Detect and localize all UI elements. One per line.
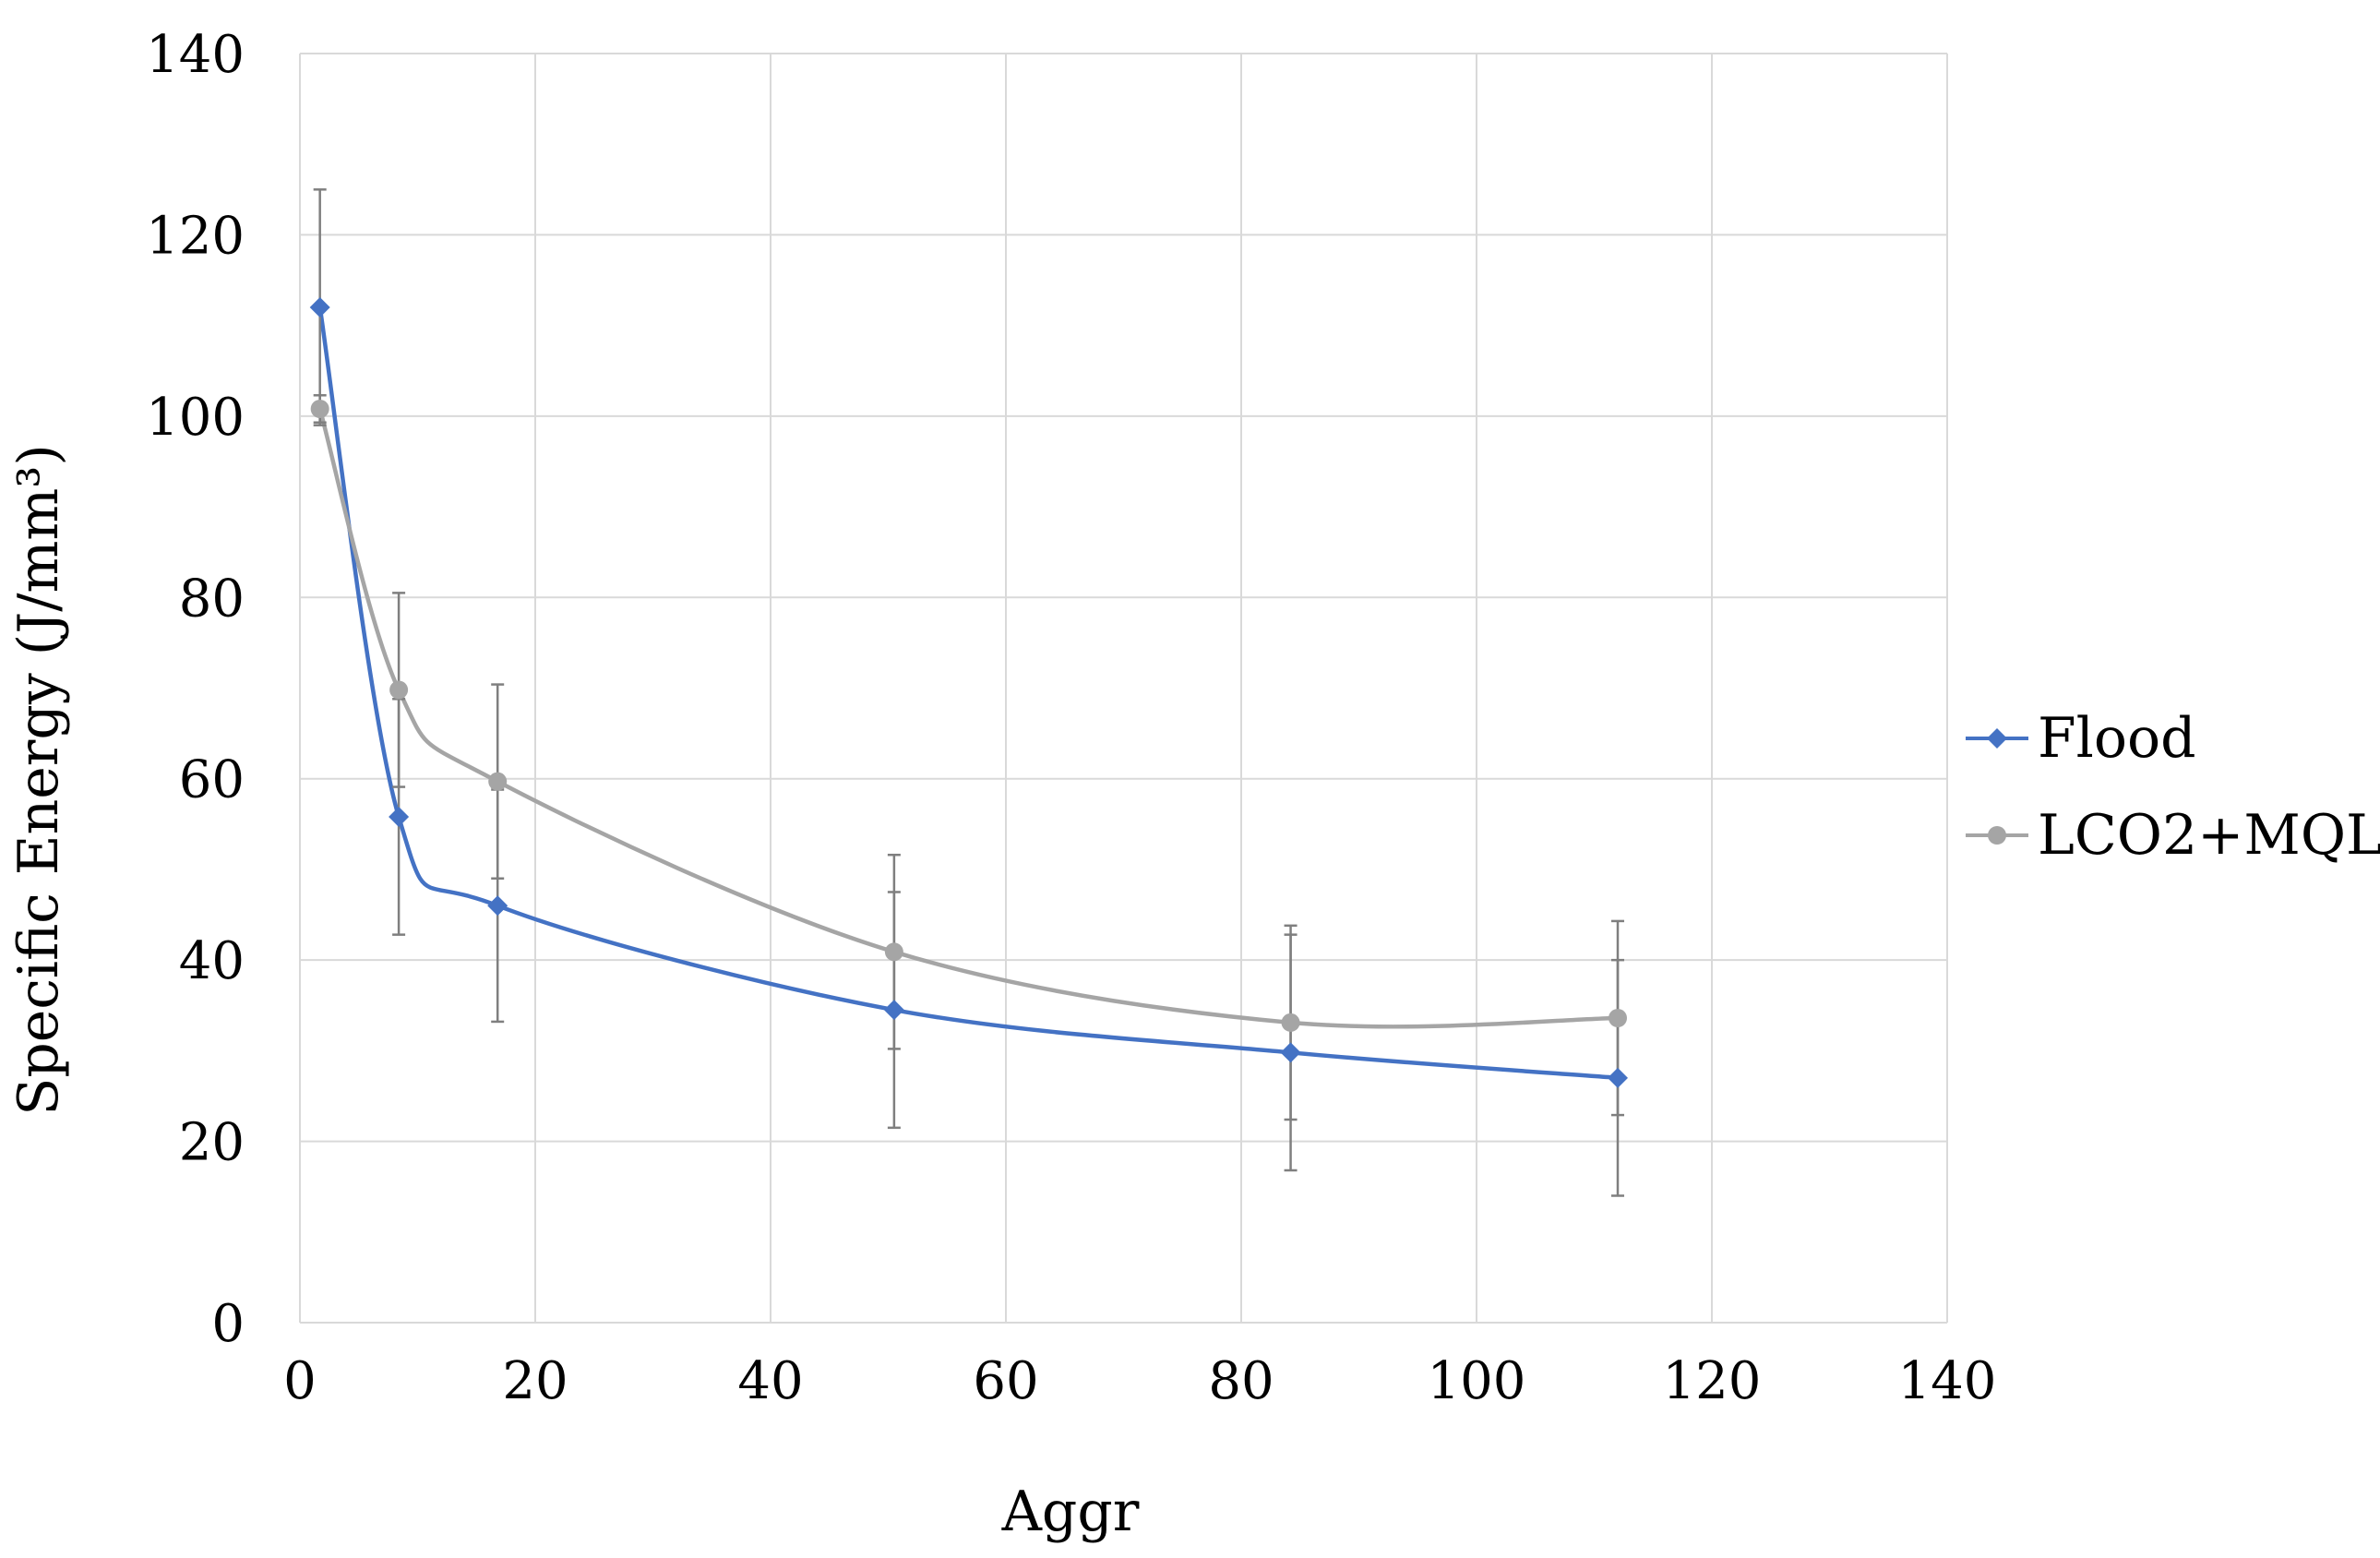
x-tick-label: 80 (1208, 1351, 1274, 1411)
data-point-flood (309, 297, 330, 318)
x-tick-label: 100 (1428, 1351, 1526, 1411)
y-axis-title: Specific Energy (J/mm³) (6, 444, 71, 1115)
y-tick-label: 40 (179, 931, 245, 991)
x-tick-label: 140 (1898, 1351, 1997, 1411)
x-axis-title: Aggr (1001, 1480, 1140, 1544)
error-bars (313, 188, 1624, 1197)
data-point-flood (389, 806, 410, 827)
data-point-flood (883, 1000, 904, 1021)
y-tick-label: 100 (146, 388, 245, 448)
y-tick-label: 60 (179, 750, 245, 810)
data-point-lco2-mql (884, 942, 903, 962)
data-point-lco2-mql (1609, 1009, 1627, 1027)
y-tick-label: 140 (146, 25, 245, 85)
legend-item-flood: Flood (1966, 706, 2195, 771)
legend-marker-flood (1987, 728, 2007, 749)
y-tick-label: 20 (179, 1113, 245, 1173)
y-tick-label: 0 (211, 1294, 245, 1354)
series-line-lco2-mql (317, 408, 1619, 1029)
x-tick-label: 20 (502, 1351, 568, 1411)
legend-label-lco2-mql: LCO2+MQL (2038, 803, 2380, 868)
data-point-flood (487, 895, 508, 917)
series-line-flood (317, 306, 1619, 1081)
data-point-lco2-mql (389, 680, 409, 700)
x-tick-label: 40 (737, 1351, 803, 1411)
x-tick-label: 120 (1663, 1351, 1762, 1411)
data-point-lco2-mql (1281, 1013, 1300, 1032)
legend-label-flood: Flood (2038, 706, 2195, 771)
y-axis-ticks: 0 20 40 60 80 100 120 140 (146, 25, 245, 1354)
legend: Flood LCO2+MQL (1966, 706, 2380, 868)
data-point-flood (1608, 1067, 1628, 1088)
y-tick-label: 120 (146, 206, 245, 266)
x-tick-label: 60 (973, 1351, 1038, 1411)
y-tick-label: 80 (179, 569, 245, 629)
x-axis-ticks: 0 20 40 60 80 100 120 140 (283, 1351, 1996, 1411)
legend-marker-lco2-mql (1988, 826, 2006, 845)
legend-item-lco2-mql: LCO2+MQL (1966, 803, 2380, 868)
data-markers (309, 297, 1628, 1088)
data-point-lco2-mql (488, 772, 508, 791)
x-tick-label: 0 (283, 1351, 317, 1411)
data-point-flood (1280, 1042, 1301, 1063)
series-layer (317, 306, 1619, 1081)
data-point-lco2-mql (310, 400, 329, 418)
grid-lines (299, 53, 1948, 1324)
